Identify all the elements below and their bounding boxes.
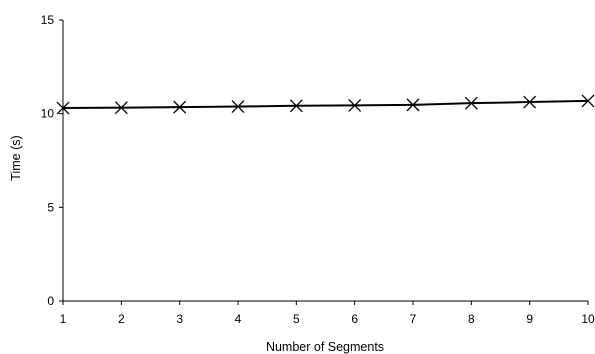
x-tick-label: 8 (468, 312, 475, 326)
data-point (464, 96, 478, 110)
data-point (114, 101, 128, 115)
data-point (406, 98, 420, 112)
x-tick-label: 2 (118, 312, 125, 326)
data-point (231, 100, 245, 114)
data-point (581, 94, 595, 108)
x-tick-label: 1 (60, 312, 67, 326)
y-ticks: 0 5 10 15 (41, 13, 63, 308)
axes (62, 20, 588, 302)
x-tick-label: 10 (581, 312, 595, 326)
x-tick-label: 7 (410, 312, 417, 326)
x-tick-label: 6 (351, 312, 358, 326)
y-tick-label: 5 (47, 200, 54, 214)
data-point (289, 99, 303, 113)
x-axis-title: Number of Segments (266, 340, 384, 354)
x-tick-label: 3 (176, 312, 183, 326)
x-ticks: 1 2 3 4 5 6 7 8 9 10 (60, 301, 595, 326)
series-layer (56, 94, 595, 115)
y-axis-title: Time (s) (9, 135, 23, 180)
data-point (56, 101, 70, 115)
y-tick-label: 10 (41, 107, 55, 121)
series-line (62, 99, 589, 110)
y-tick-label: 15 (41, 13, 55, 27)
data-point (173, 100, 187, 114)
data-point (523, 95, 537, 109)
data-point (348, 98, 362, 112)
x-tick-label: 5 (293, 312, 300, 326)
y-tick-label: 0 (47, 294, 54, 308)
x-tick-label: 9 (526, 312, 533, 326)
x-tick-label: 4 (235, 312, 242, 326)
